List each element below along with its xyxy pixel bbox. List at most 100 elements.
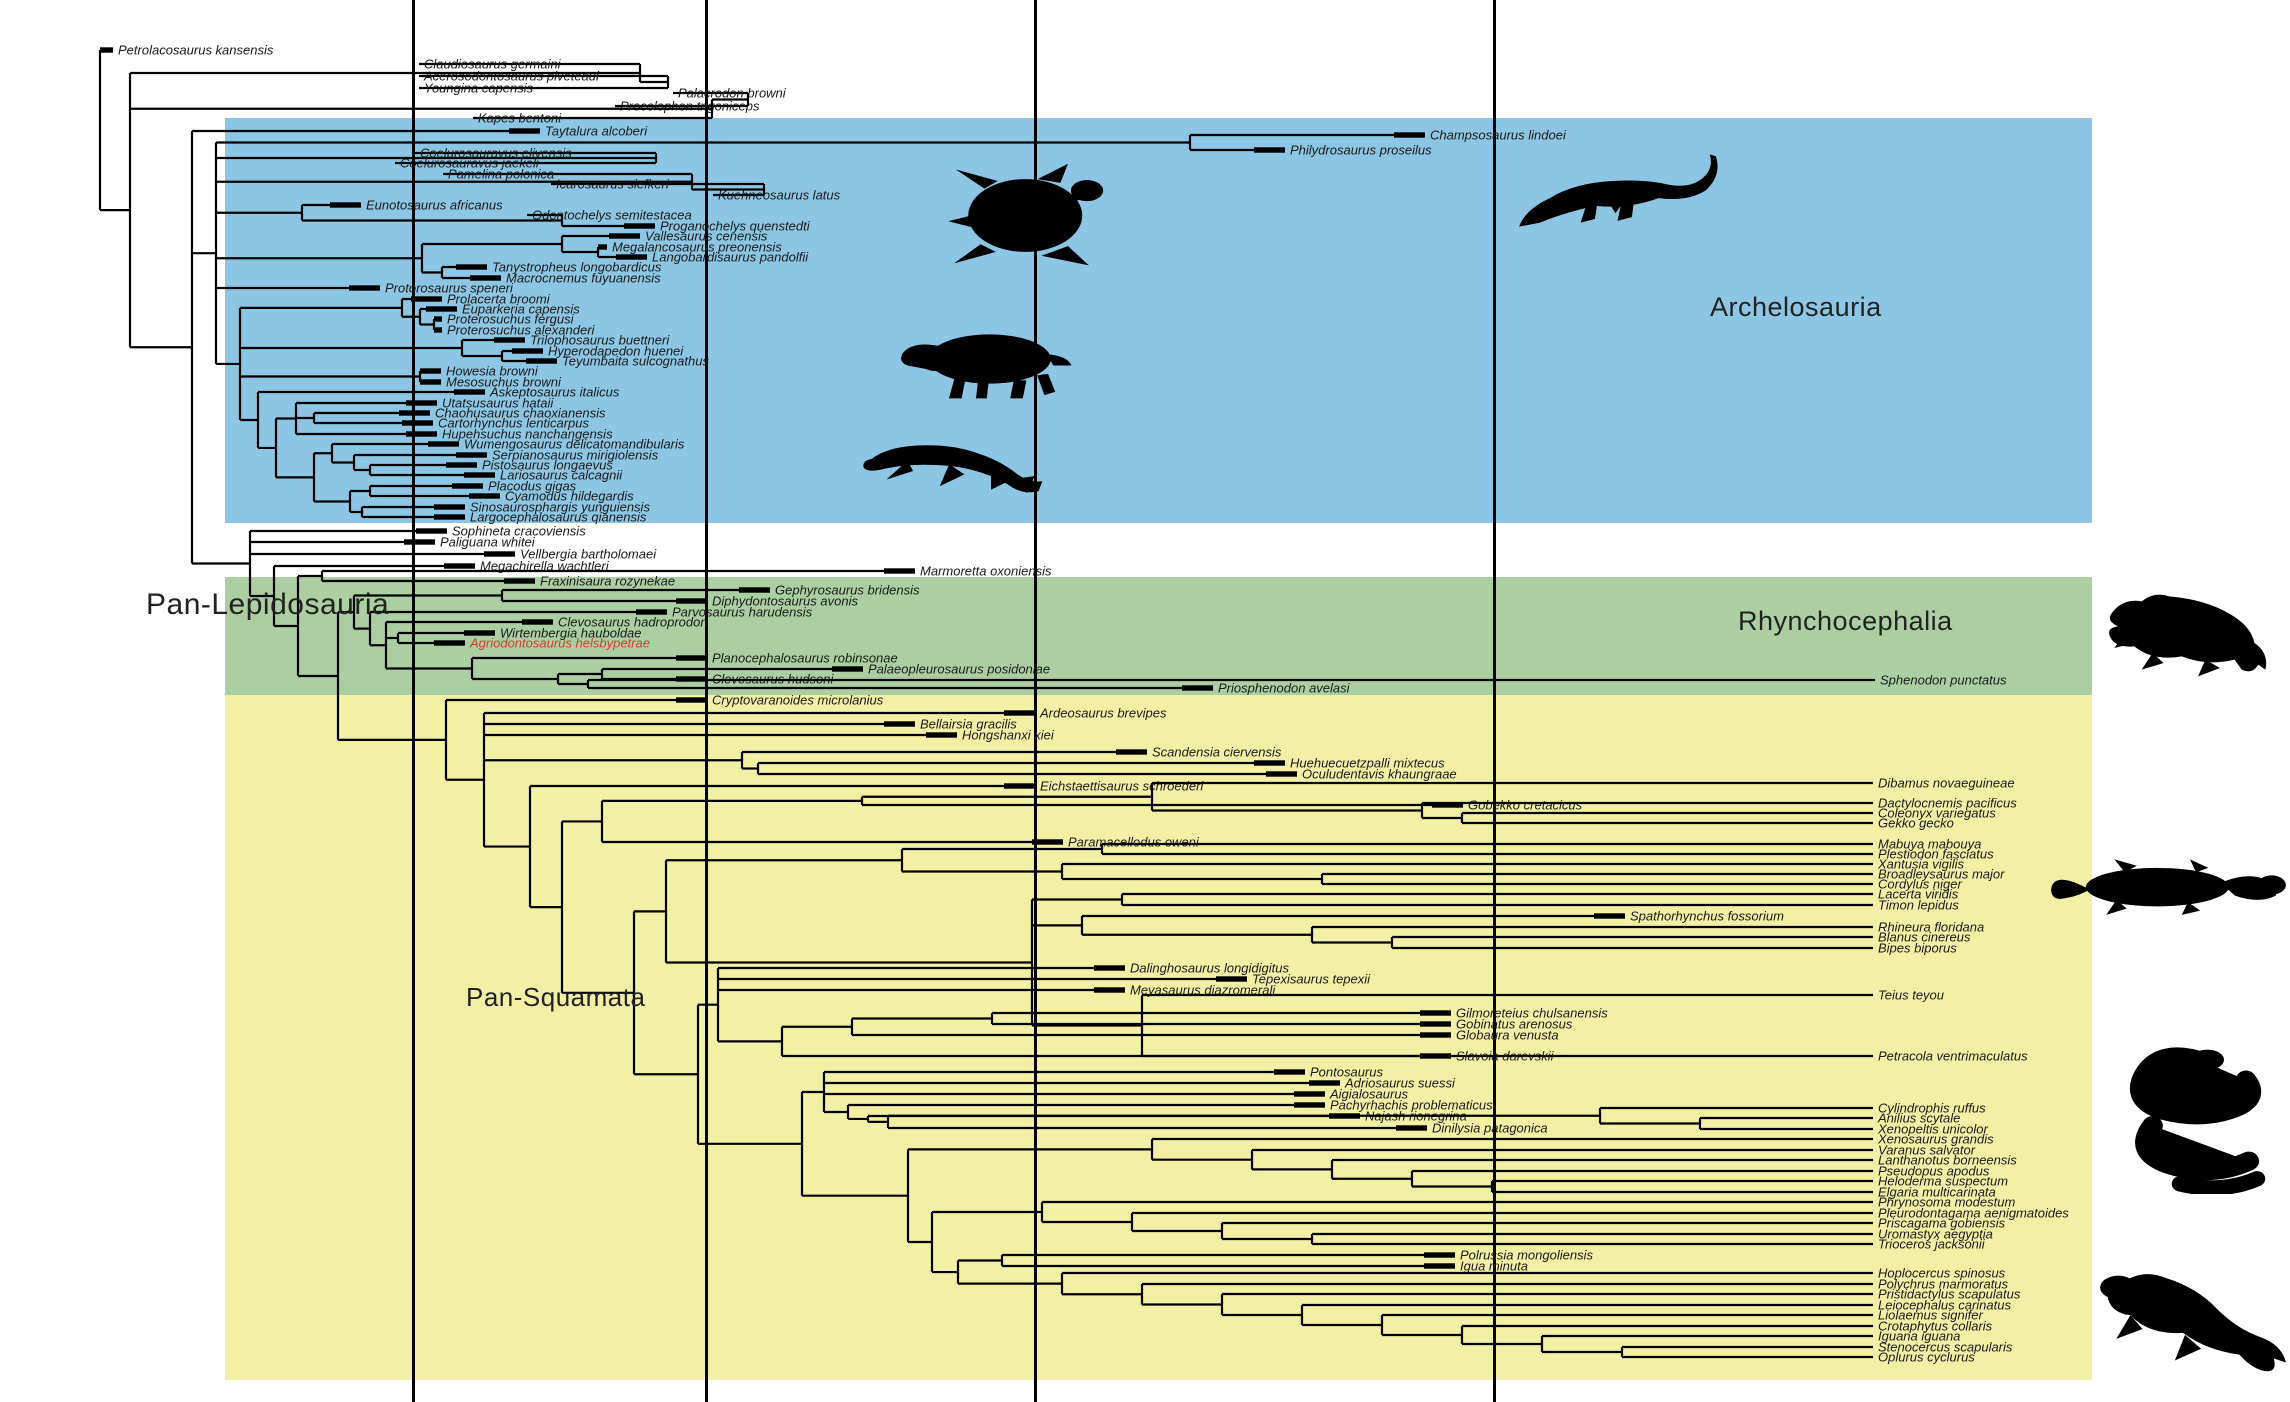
taxon-range-bar [434,640,465,646]
taxon-range-bar [464,472,495,478]
taxon-range-bar [420,379,441,385]
taxon-label: Tanystropheus longobardicus [492,260,662,275]
taxon-label: Igua minuta [1460,1259,1528,1274]
taxon-range-bar [1420,1053,1451,1059]
taxon-label: Howesia browni [446,364,539,379]
taxon-label: Bellairsia gracilis [920,717,1017,732]
taxon-range-bar [434,316,442,322]
taxon-range-bar [1094,987,1125,993]
taxon-range-bar [1004,710,1035,716]
taxon-range-bar [676,697,707,703]
taxon-label: Protorosaurus speneri [385,281,514,296]
taxon-label: Champsosaurus lindoei [1430,128,1567,143]
taxon-label: Petracola ventrimaculatus [1878,1049,2028,1064]
taxon-label: Lanthanotus borneensis [1878,1153,2017,1168]
taxon-label: Leiocephalus carinatus [1878,1298,2011,1313]
taxon-label: Gobekko cretacicus [1468,798,1583,813]
taxon-range-bar [636,609,667,615]
taxon-range-bar [1274,1069,1305,1075]
taxon-range-bar [399,410,430,416]
taxon-label: Dalinghosaurus longidigitus [1130,961,1289,976]
taxon-label: Prolacerta broomi [447,292,551,307]
taxon-label: Uromastyx aegyptia [1878,1227,1993,1242]
taxon-label: Coelurosauravus elivensis [420,146,572,161]
taxon-label: Stenocercus scapularis [1878,1340,2013,1355]
taxon-label: Coelurosauravus jaekeli [400,156,540,171]
taxon-range-bar [739,587,770,593]
taxon-label: Teius teyou [1878,988,1944,1003]
taxon-label: Plestiodon fasciatus [1878,847,1994,862]
taxon-label: Blanus cinereus [1878,930,1971,945]
taxon-label: Clevosaurus hadroprodon [558,615,708,630]
taxon-label: Dinilysia patagonica [1432,1121,1548,1136]
taxon-label: Planocephalosaurus robinsonae [712,651,898,666]
taxon-label: Pontosaurus [1310,1065,1383,1080]
taxon-range-bar [676,655,707,661]
taxon-label: Priosphenodon avelasi [1218,681,1351,696]
taxon-range-bar [446,462,477,468]
taxon-label: Placodus gigas [488,479,577,494]
taxon-label: Ardeosaurus brevipes [1039,706,1167,721]
taxon-label: Cordylus niger [1878,877,1962,892]
gecko-silhouette [2051,859,2286,915]
taxon-label: Proterosuchus alexanderi [447,323,596,338]
taxon-label: Cryptovaranoides microlanius [712,693,884,708]
taxon-label: Marmoretta oxoniensis [920,564,1052,579]
taxon-range-bar [676,598,707,604]
rhynchocephalia-band [225,577,2092,695]
taxon-label: Priscagama gobiensis [1878,1216,2006,1231]
taxon-range-bar [484,551,515,557]
taxon-range-bar [349,285,380,291]
taxon-label: Dactylocnemis pacificus [1878,796,2017,811]
taxon-label: Langobardisaurus pandolfii [652,250,809,265]
taxon-range-bar [420,368,441,374]
taxon-label: Trioceros jacksonii [1878,1237,1986,1252]
taxon-range-bar [100,47,113,53]
taxon-label: Eichstaettisaurus schroederi [1040,779,1204,794]
taxon-label: Adriosaurus suessi [1344,1076,1456,1091]
taxon-label: Euparkeria capensis [462,302,580,317]
taxon-range-bar [464,630,495,636]
taxon-label: Philydrosaurus proseilus [1290,143,1432,158]
taxon-label: Proganochelys quenstedti [660,219,811,234]
taxon-label: Sphenodon punctatus [1880,673,2007,688]
taxon-range-bar [428,441,459,447]
taxon-label: Lacerta viridis [1878,887,1959,902]
taxon-label: Diphydontosaurus avonis [712,594,858,609]
taxon-label: Rhineura floridana [1878,920,1984,935]
taxon-label: Xenosaurus grandis [1877,1132,1994,1147]
taxon-label: Pseudopus apodus [1878,1164,1990,1179]
taxon-label: Hongshanxi xiei [962,728,1055,743]
taxon-label: Gilmoreteius chulsanensis [1456,1006,1608,1021]
taxon-range-bar [494,337,525,343]
taxon-label: Pachyrhachis problematicus [1330,1098,1493,1113]
timeline-gridline [412,0,415,1402]
taxon-label: Largocephalosaurus qianensis [470,510,647,525]
taxon-label: Scandensia ciervensis [1152,745,1282,760]
turtle-silhouette [948,163,1104,266]
taxon-label: Spathorhynchus fossorium [1630,909,1784,924]
taxon-label: Iguana iguana [1878,1329,1960,1344]
taxon-label: Oplurus cyclurus [1878,1350,1975,1365]
taxon-range-bar [452,483,483,489]
taxon-label: Paramacellodus oweni [1068,835,1200,850]
taxon-label: Megalancosaurus preonensis [612,240,782,255]
taxon-range-bar [1294,1091,1325,1097]
taxon-range-bar [406,400,437,406]
taxon-label: Elgaria multicarinata [1878,1185,1996,1200]
taxon-label: Kapes bentoni [478,111,562,126]
taxon-label: Vallesaurus cenensis [645,229,768,244]
taxon-label: Gephyrosaurus bridensis [775,583,920,598]
taxon-range-bar [411,296,442,302]
region-label-archelosauria: Archelosauria [1710,292,1882,322]
taxon-label: Mabuya mabouya [1878,837,1981,852]
taxon-label: Lariosaurus calcagnii [500,468,623,483]
taxon-range-bar [1116,749,1147,755]
taxon-range-bar [1594,913,1625,919]
taxon-range-bar [402,420,433,426]
taxon-range-bar [1309,1080,1340,1086]
taxon-range-bar [426,306,457,312]
taxon-range-bar [1294,1102,1325,1108]
